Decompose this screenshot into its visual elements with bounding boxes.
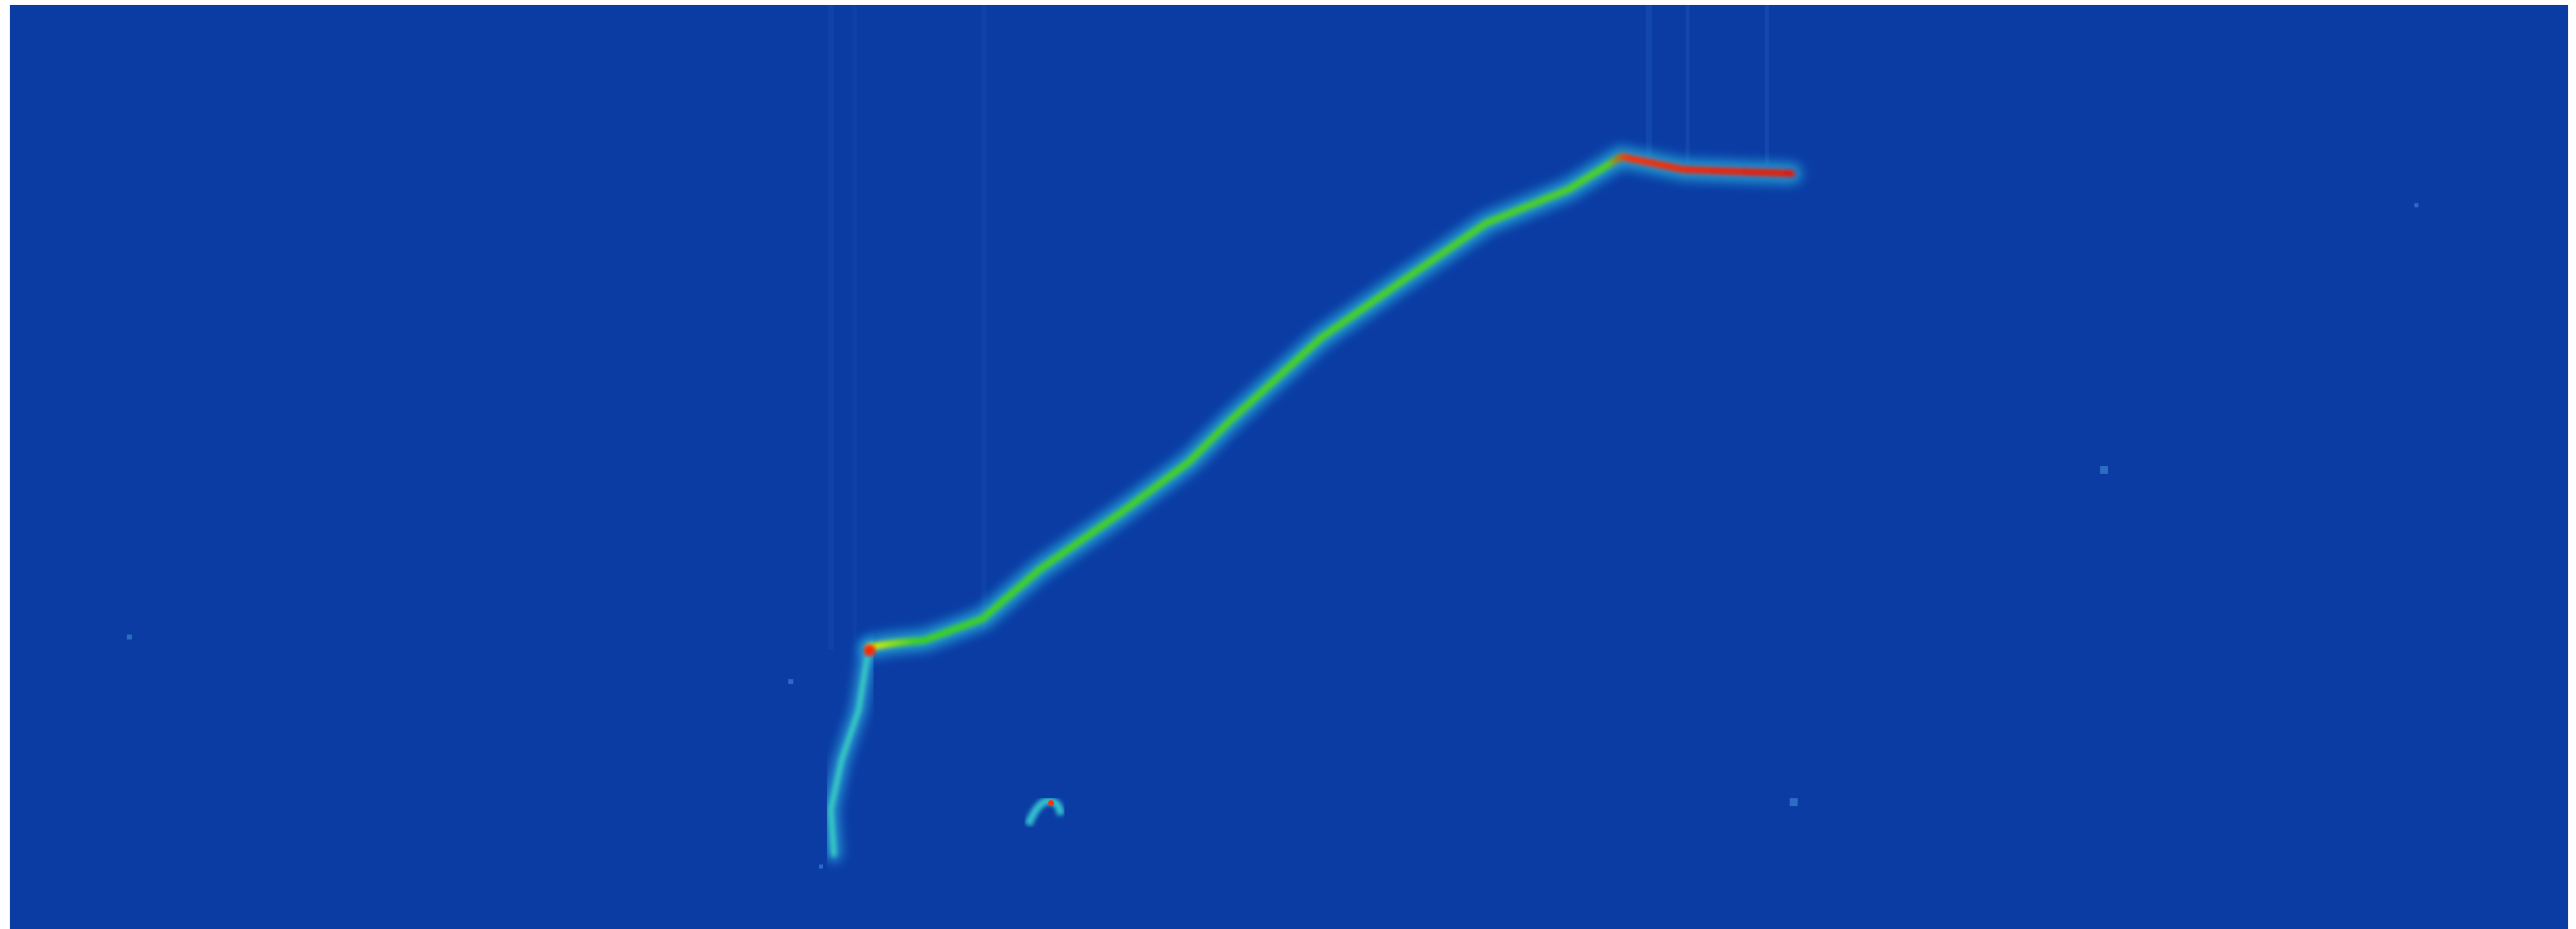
vertical-streaks	[828, 5, 1769, 649]
track	[823, 147, 1802, 862]
noise-dots	[127, 203, 2418, 869]
background	[10, 5, 2568, 929]
small-blob	[1024, 796, 1065, 827]
